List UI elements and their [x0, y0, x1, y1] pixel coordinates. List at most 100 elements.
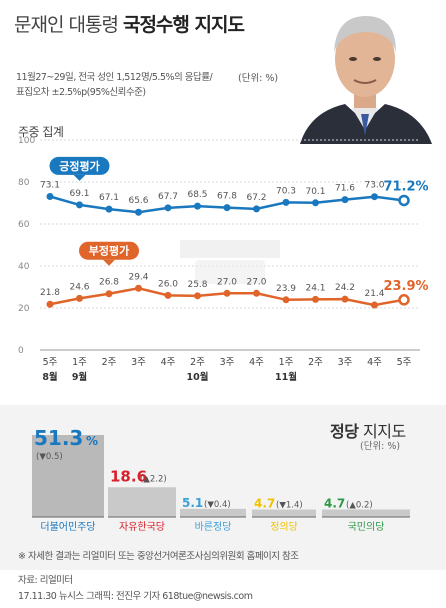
data-label: 25.8 — [187, 280, 207, 290]
data-label: 68.5 — [187, 190, 207, 200]
month-label: 8월 — [42, 371, 57, 383]
data-label: 67.1 — [99, 193, 119, 203]
percent-sign: % — [86, 434, 98, 448]
x-tick-label: 1주 — [72, 357, 87, 368]
data-label: 23.9% — [383, 279, 428, 294]
data-point — [46, 192, 54, 200]
party-name: 자유한국당 — [119, 521, 165, 533]
data-point — [194, 292, 201, 300]
legend-pointer-0 — [73, 174, 86, 181]
data-point — [135, 208, 142, 216]
data-point — [371, 301, 378, 309]
data-label: 73.1 — [40, 180, 60, 190]
data-point — [341, 295, 349, 303]
data-label: 69.1 — [69, 189, 89, 199]
x-tick-label: 3주 — [220, 357, 235, 368]
data-label: 24.6 — [69, 282, 89, 292]
data-point — [371, 193, 378, 201]
x-axis: 5주 1주 2주 3주 4주 2주 3주 4주 1주 2주 3주 4주 5주 8월 9월 10월 11월 — [42, 357, 411, 383]
data-label: 27.0 — [246, 277, 266, 287]
data-label: 67.8 — [217, 192, 237, 202]
data-label: 71.2% — [383, 179, 428, 194]
data-point — [282, 296, 290, 304]
party-title-bold: 정당 — [330, 422, 359, 441]
subtitle-line-1: 11월27~29일, 전국 성인 1,512명/5.5%의 응답률/ — [16, 72, 213, 83]
data-label: 70.3 — [276, 186, 296, 196]
party-change: (▼0.5) — [36, 452, 63, 462]
party-name: 바른정당 — [195, 521, 232, 533]
data-point — [398, 194, 410, 207]
data-point — [398, 294, 410, 306]
month-label: 9월 — [72, 371, 87, 383]
survey-subtitle: 11월27~29일, 전국 성인 1,512명/5.5%의 응답률/ 표집오차 … — [16, 70, 213, 100]
series-group: 73.1 69.1 67.1 65.6 67.7 68.5 67.8 67.2 70.3 70.1… — [40, 156, 429, 309]
party-value: 5.1 — [182, 496, 203, 510]
data-label: 73.0 — [364, 181, 384, 191]
y-tick-label: 80 — [18, 178, 30, 188]
party-bar-3 — [252, 509, 316, 517]
legend-pointer-1 — [103, 259, 115, 266]
x-tick-label: 1주 — [279, 357, 294, 368]
data-point — [312, 295, 319, 303]
party-change: (▲2.2) — [140, 474, 167, 484]
y-tick-label: 20 — [18, 304, 30, 314]
y-tick-label: 60 — [18, 220, 30, 230]
weekly-label: 주중 집계 — [18, 125, 64, 139]
subtitle-line-2: 표집오차 ±2.5%p(95%신뢰수준) — [16, 87, 146, 98]
x-tick-label: 4주 — [367, 357, 382, 368]
party-change: (▲0.2) — [346, 500, 373, 510]
data-label: 70.1 — [305, 187, 325, 197]
data-point — [76, 294, 83, 302]
x-tick-label: 5주 — [43, 357, 58, 368]
data-label: 24.1 — [305, 283, 325, 293]
party-unit-label: (단위: %) — [360, 441, 401, 452]
title-bold-text: 국정수행 지지도 — [122, 14, 245, 36]
x-tick-label: 2주 — [190, 357, 205, 368]
president-portrait — [290, 4, 440, 144]
legend-badge-1 — [79, 241, 139, 260]
data-label: 29.4 — [128, 272, 148, 282]
data-point — [135, 284, 142, 292]
party-value: 18.6 — [110, 467, 147, 485]
data-point — [312, 199, 319, 207]
party-bar-2 — [180, 508, 246, 517]
data-label: 65.6 — [128, 196, 148, 206]
data-label: 24.2 — [335, 283, 355, 293]
legend-badge-0 — [49, 156, 110, 175]
data-point — [105, 205, 113, 213]
party-value: 51.3 — [34, 426, 83, 450]
data-label: 71.6 — [335, 184, 355, 194]
data-point — [223, 289, 231, 297]
data-point — [76, 201, 83, 209]
x-tick-label: 5주 — [397, 357, 412, 368]
data-label: 26.8 — [99, 278, 119, 288]
data-point — [46, 300, 54, 308]
party-name: 정의당 — [270, 521, 298, 533]
month-label: 10월 — [187, 371, 209, 383]
data-point — [194, 202, 201, 210]
data-point — [223, 204, 231, 212]
party-bar-4 — [322, 509, 410, 517]
data-point — [164, 291, 172, 299]
data-point — [105, 290, 113, 298]
footnote: ※ 자세한 결과는 리얼미터 또는 중앙선거여론조사심의위원회 홈페이지 참조 — [18, 551, 299, 562]
x-tick-label: 3주 — [338, 357, 353, 368]
party-name: 국민의당 — [348, 521, 385, 533]
party-value: 4.7 — [254, 496, 275, 510]
x-tick-label: 4주 — [161, 357, 176, 368]
party-value: 4.7 — [324, 496, 345, 510]
party-bar-0 — [32, 435, 104, 517]
watermark — [180, 240, 280, 284]
y-tick-label: 0 — [18, 346, 24, 356]
data-point — [341, 196, 349, 204]
month-label: 11월 — [275, 371, 297, 383]
title-plain-text: 문재인 대통령 — [14, 14, 123, 36]
x-tick-label: 3주 — [131, 357, 146, 368]
credit-label: 17.11.30 뉴시스 그래픽: 전진우 기자 618tue@newsis.c… — [18, 591, 253, 602]
source-label: 자료: 리얼미터 — [18, 575, 73, 586]
data-label: 21.8 — [40, 288, 60, 298]
data-label: 67.2 — [246, 193, 266, 203]
party-bar-1 — [108, 487, 176, 517]
x-tick-label: 2주 — [102, 357, 117, 368]
legend-label-1: 부정평가 — [89, 244, 129, 258]
